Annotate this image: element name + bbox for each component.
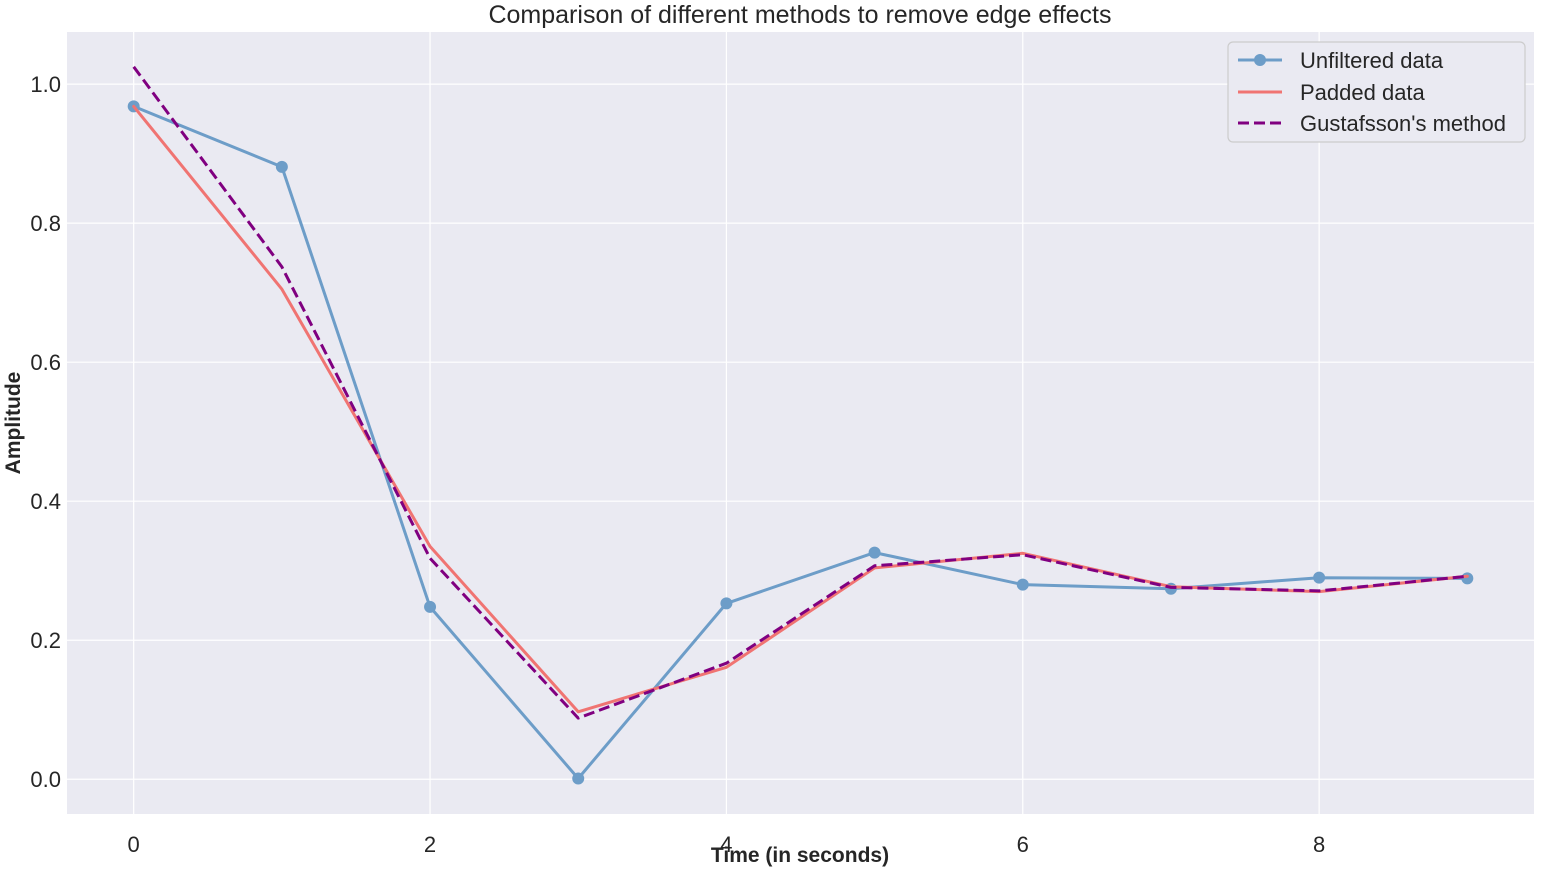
y-axis-ticks: 0.0 0.2 0.4 0.6 0.8 1.0: [30, 72, 61, 792]
legend-label-unfiltered: Unfiltered data: [1300, 48, 1444, 73]
data-point-unfiltered: [1313, 571, 1326, 584]
series-padded: [132, 104, 1469, 714]
data-point-unfiltered: [275, 160, 288, 173]
plot-area: [67, 32, 1534, 814]
data-point-unfiltered: [424, 600, 437, 613]
data-point-unfiltered: [1461, 572, 1474, 585]
x-tick-label: 8: [1313, 832, 1325, 857]
y-tick-label: 0.8: [30, 211, 61, 236]
series-line-unfiltered: [132, 104, 1469, 780]
y-tick-label: 0.6: [30, 350, 61, 375]
x-tick-label: 6: [1017, 832, 1029, 857]
series-layer: [127, 65, 1474, 785]
legend-marker-unfiltered: [1254, 54, 1266, 66]
legend-entry-gustafsson: Gustafsson's method: [1238, 111, 1506, 136]
data-point-unfiltered: [572, 772, 585, 785]
y-tick-label: 0.4: [30, 489, 61, 514]
x-axis-label: Time (in seconds): [711, 844, 889, 867]
x-tick-label: 0: [128, 832, 140, 857]
data-point-unfiltered: [1016, 578, 1029, 591]
y-axis-label: Amplitude: [2, 372, 25, 475]
chart-title: Comparison of different methods to remov…: [488, 1, 1111, 29]
y-tick-label: 1.0: [30, 72, 61, 97]
data-point-unfiltered: [868, 546, 881, 559]
grid-lines: [67, 32, 1534, 814]
legend-entry-padded: Padded data: [1238, 80, 1426, 105]
y-tick-label: 0.2: [30, 628, 61, 653]
legend-label-gustafsson: Gustafsson's method: [1300, 111, 1506, 136]
legend-box: [1227, 41, 1526, 143]
data-point-unfiltered: [720, 597, 733, 610]
series-gustafsson: [132, 65, 1468, 720]
legend-label-padded: Padded data: [1300, 80, 1426, 105]
x-axis-ticks: 0 2 4 6 8: [128, 832, 1326, 857]
series-line-padded: [132, 104, 1469, 714]
x-tick-label: 4: [720, 832, 732, 857]
y-tick-label: 0.0: [30, 767, 61, 792]
legend-entry-unfiltered: Unfiltered data: [1238, 48, 1444, 73]
legend: Unfiltered data Padded data Gustafsson's…: [1227, 41, 1526, 143]
x-tick-label: 2: [424, 832, 436, 857]
series-line-gustafsson: [132, 65, 1468, 720]
